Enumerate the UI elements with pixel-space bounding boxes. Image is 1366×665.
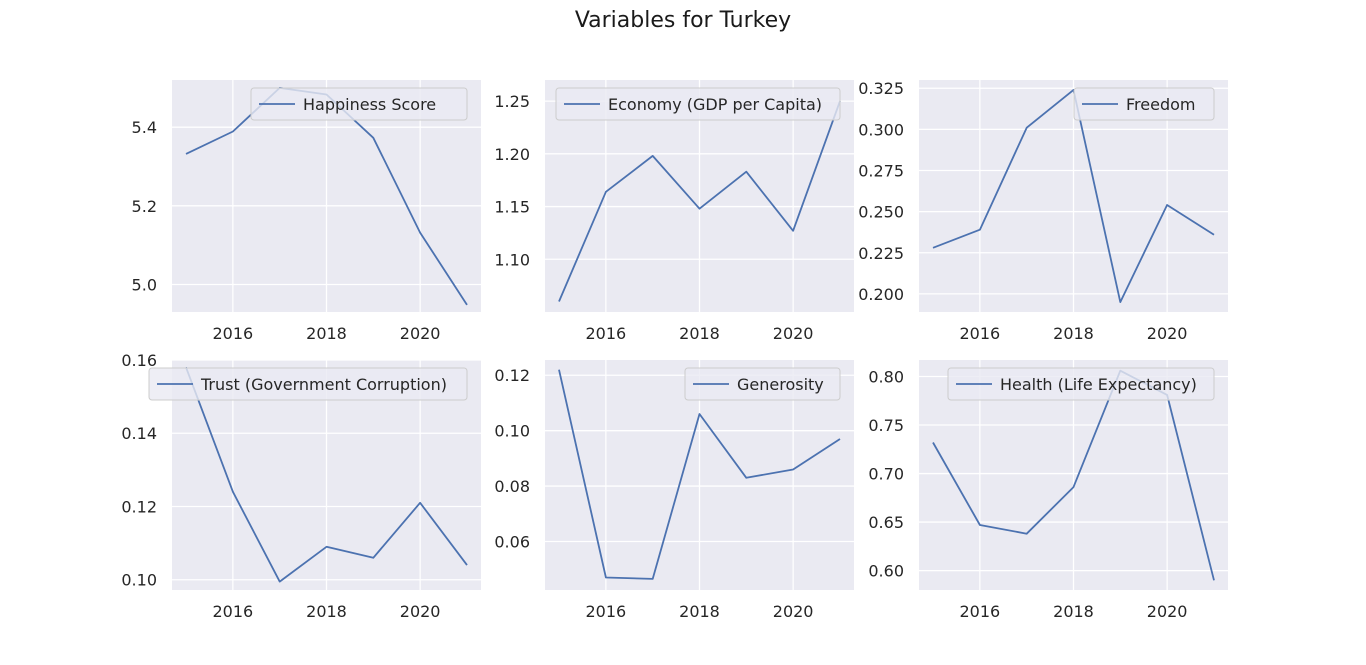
legend-label: Happiness Score — [303, 95, 436, 114]
y-tick-label: 0.80 — [868, 367, 904, 386]
legend-box — [684, 367, 841, 401]
x-tick-label: 2020 — [1147, 602, 1188, 621]
series-line — [558, 100, 841, 302]
x-tick-label: 2020 — [400, 602, 441, 621]
legend-label: Trust (Government Corruption) — [200, 375, 447, 394]
legend-box — [250, 87, 468, 121]
legend-label: Economy (GDP per Capita) — [608, 95, 822, 114]
x-tick-label: 2016 — [960, 602, 1001, 621]
legend: Health (Life Expectancy) — [947, 367, 1215, 401]
x-tick-label: 2016 — [213, 602, 254, 621]
y-tick-label: 0.60 — [868, 562, 904, 581]
y-tick-label: 0.08 — [494, 477, 530, 496]
x-tick-label: 2018 — [1053, 324, 1094, 343]
legend-label: Freedom — [1126, 95, 1195, 114]
legend-box — [1073, 87, 1215, 121]
series-line — [185, 366, 468, 583]
subplot-4: 0.10 0.12 0.14 0.16 2016 2018 2020 Trust (Gover… — [121, 351, 481, 621]
y-tick-label: 0.10 — [494, 422, 530, 441]
x-tick-label: 2018 — [306, 602, 347, 621]
legend: Trust (Government Corruption) — [148, 367, 468, 401]
legend-box — [555, 87, 841, 121]
legend: Generosity — [684, 367, 841, 401]
y-tick-label: 1.10 — [494, 250, 530, 269]
x-tick-label: 2016 — [586, 602, 627, 621]
subplot-5: 0.06 0.08 0.10 0.12 2016 2018 2020 Generosity — [494, 360, 854, 621]
y-tick-label: 1.15 — [494, 198, 530, 217]
x-tick-label: 2018 — [679, 602, 720, 621]
x-tick-label: 2020 — [773, 602, 814, 621]
y-tick-label: 0.325 — [858, 79, 904, 98]
y-tick-label: 0.70 — [868, 465, 904, 484]
y-tick-label: 0.12 — [494, 366, 530, 385]
y-tick-label: 0.65 — [868, 513, 904, 532]
series-line — [932, 89, 1215, 304]
y-tick-label: 0.16 — [121, 351, 157, 370]
y-tick-label: 0.225 — [858, 244, 904, 263]
y-tick-label: 5.0 — [132, 275, 157, 294]
y-tick-label: 0.10 — [121, 571, 157, 590]
figure-title: Variables for Turkey — [574, 8, 792, 33]
y-tick-label: 5.2 — [132, 197, 157, 216]
series-line — [558, 369, 841, 580]
legend: Economy (GDP per Capita) — [555, 87, 841, 121]
y-tick-label: 0.14 — [121, 424, 157, 443]
y-tick-label: 0.275 — [858, 161, 904, 180]
y-tick-label: 0.12 — [121, 497, 157, 516]
subplot-6: 0.60 0.65 0.70 0.75 0.80 2016 2018 2020 Health (… — [868, 360, 1228, 621]
legend-label: Generosity — [737, 375, 824, 394]
legend: Happiness Score — [250, 87, 468, 121]
legend-box — [947, 367, 1215, 401]
y-tick-label: 0.200 — [858, 285, 904, 304]
y-tick-label: 0.75 — [868, 416, 904, 435]
legend-box — [148, 367, 468, 401]
y-tick-label: 0.06 — [494, 533, 530, 552]
subplot-3: 0.200 0.225 0.250 0.275 0.300 0.325 2016 2018 20… — [858, 79, 1228, 343]
y-tick-label: 1.25 — [494, 92, 530, 111]
y-tick-label: 0.250 — [858, 203, 904, 222]
x-tick-label: 2016 — [586, 324, 627, 343]
legend: Freedom — [1073, 87, 1215, 121]
subplot-1: 5.0 5.2 5.4 2016 2018 2020 Happiness Score — [132, 80, 481, 343]
x-tick-label: 2016 — [960, 324, 1001, 343]
y-tick-label: 5.4 — [132, 118, 157, 137]
x-tick-label: 2020 — [400, 324, 441, 343]
x-tick-label: 2018 — [1053, 602, 1094, 621]
legend-label: Health (Life Expectancy) — [1000, 375, 1197, 394]
x-tick-label: 2016 — [213, 324, 254, 343]
y-tick-label: 1.20 — [494, 145, 530, 164]
x-tick-label: 2020 — [1147, 324, 1188, 343]
x-tick-label: 2018 — [679, 324, 720, 343]
subplot-2: 1.10 1.15 1.20 1.25 2016 2018 2020 Economy (GDP… — [494, 80, 854, 343]
x-tick-label: 2018 — [306, 324, 347, 343]
x-tick-label: 2020 — [773, 324, 814, 343]
y-tick-label: 0.300 — [858, 120, 904, 139]
